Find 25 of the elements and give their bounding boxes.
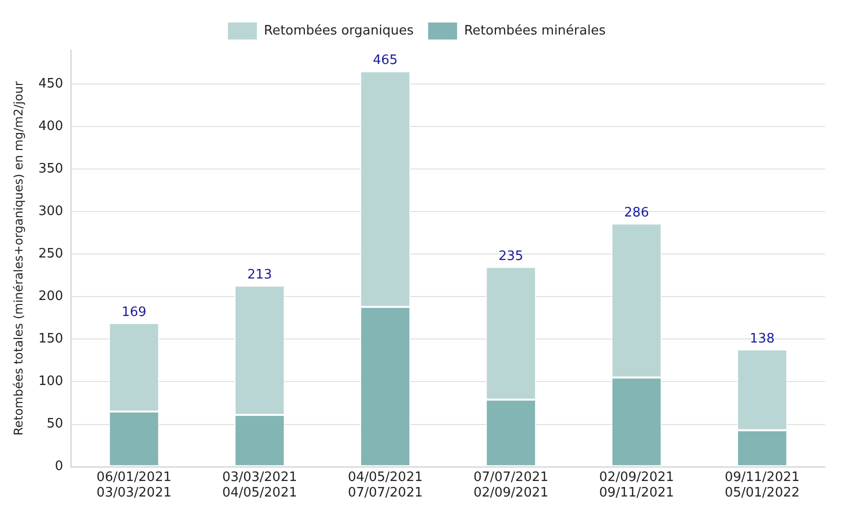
total-label: 235 bbox=[498, 248, 524, 264]
y-tick-label: 450 bbox=[38, 76, 64, 92]
total-label: 169 bbox=[122, 304, 146, 320]
y-axis-title: Retombées totales (minérales+organiques) en mg/m2/jour bbox=[11, 81, 26, 436]
x-tick-label: 02/09/2021 09/11/2021 bbox=[599, 470, 674, 501]
x-tick-label: 06/01/2021 03/03/2021 bbox=[96, 470, 172, 501]
y-tick-label: 100 bbox=[38, 374, 64, 390]
y-tick-label: 50 bbox=[46, 416, 64, 432]
y-tick-label: 250 bbox=[38, 246, 64, 262]
x-tick-label: 03/03/2021 04/05/2021 bbox=[222, 470, 298, 501]
y-tick-label: 300 bbox=[38, 204, 64, 219]
total-label: 138 bbox=[750, 331, 775, 346]
x-tick-label: 07/07/2021 02/09/2021 bbox=[473, 470, 548, 501]
y-tick-label: 350 bbox=[38, 161, 64, 176]
y-tick-label: 150 bbox=[38, 332, 64, 347]
x-tick-label: 09/11/2021 05/01/2022 bbox=[724, 470, 800, 501]
y-tick-label: 200 bbox=[38, 289, 64, 304]
total-label: 465 bbox=[372, 53, 398, 68]
x-tick-label: 04/05/2021 07/07/2021 bbox=[348, 470, 423, 501]
legend-label: Retombées minérales bbox=[464, 23, 606, 38]
legend-label: Retombées organiques bbox=[264, 23, 414, 38]
y-tick-label: 400 bbox=[38, 118, 64, 134]
total-label: 213 bbox=[247, 267, 272, 282]
y-tick-label: 0 bbox=[54, 459, 64, 474]
total-label: 286 bbox=[624, 205, 649, 220]
